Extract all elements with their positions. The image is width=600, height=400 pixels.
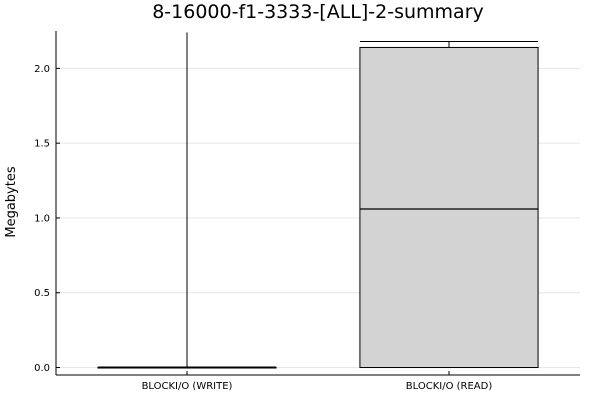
tick-labels: 0.0 0.5 1.0 1.5 2.0 BLOCKI/O (WRITE) BLOCKI/O … <box>34 64 492 392</box>
box-series <box>97 32 539 369</box>
y-tick-label: 0.5 <box>34 288 50 299</box>
y-tick-label: 1.5 <box>34 139 50 150</box>
chart-title: 8-16000-f1-3333-[ALL]-2-summary <box>152 1 484 23</box>
axes <box>55 31 580 376</box>
x-tick-label: BLOCKI/O (WRITE) <box>142 381 233 392</box>
y-tick-label: 0.0 <box>34 363 50 374</box>
y-tick-label: 1.0 <box>34 213 50 224</box>
x-tick-label: BLOCKI/O (READ) <box>406 381 493 392</box>
y-axis-label: Megabytes <box>4 166 19 237</box>
y-tick-label: 2.0 <box>34 64 50 75</box>
box-iqr <box>359 46 539 369</box>
